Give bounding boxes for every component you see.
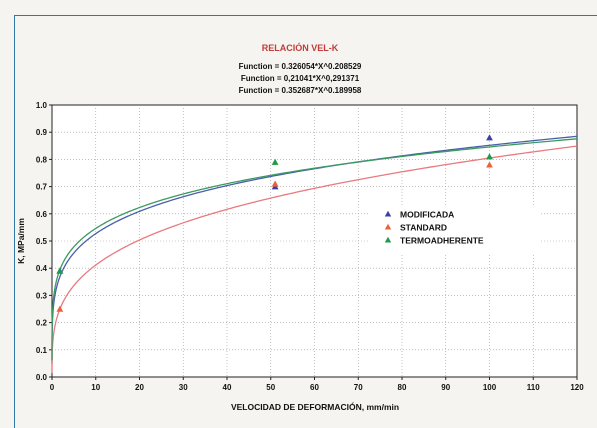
data-point-termoadherente [486, 153, 493, 160]
data-point-standard [271, 180, 279, 187]
data-point-modificada [486, 134, 493, 141]
function-label-2: Function = 0,21041*X^0,291371 [241, 74, 360, 83]
legend-entries: MODIFICADA STANDARD TERMOADHERENTE [384, 210, 484, 246]
legend-marker-termoadherente [384, 236, 392, 243]
x-tick-label: 120 [570, 383, 584, 392]
y-axis-label: K, MPa/mm [16, 218, 26, 264]
data-points-layer [56, 134, 493, 312]
x-tick-label: 60 [310, 383, 319, 392]
y-tick-label: 0.2 [36, 319, 48, 328]
legend-marker-modificada [384, 210, 392, 217]
y-tick-label: 0.6 [36, 210, 48, 219]
x-tick-label: 0 [50, 383, 55, 392]
data-point-termoadherente [56, 267, 64, 274]
x-tick-label: 40 [223, 383, 232, 392]
data-point-standard [486, 161, 493, 168]
fit-line-standard [51, 145, 578, 374]
y-tick-label: 0.0 [36, 373, 48, 382]
y-tick-label: 0.4 [36, 264, 48, 273]
x-tick-label: 80 [398, 383, 407, 392]
frame-left-border [14, 15, 15, 428]
fit-line-modificada [51, 135, 578, 365]
y-tick-label: 0.7 [36, 183, 48, 192]
y-tick-label: 0.8 [36, 155, 48, 164]
x-tick-label: 50 [266, 383, 275, 392]
x-tick-label: 90 [441, 383, 450, 392]
legend: MODIFICADA STANDARD TERMOADHERENTE [370, 205, 540, 253]
legend-box [370, 205, 540, 253]
fit-lines-layer [51, 135, 578, 374]
frame-top-border [14, 15, 597, 16]
function-label-1: Function = 0.326054*X^0.208529 [239, 62, 362, 71]
legend-label-standard: STANDARD [400, 223, 447, 233]
data-point-standard [56, 305, 64, 312]
x-tick-label: 70 [354, 383, 363, 392]
chart-title: RELACIÓN VEL-K [262, 42, 339, 53]
legend-marker-standard [384, 223, 392, 230]
x-tick-label: 110 [527, 383, 540, 392]
legend-label-modificada: MODIFICADA [400, 210, 454, 220]
x-axis-label: VELOCIDAD DE DEFORMACIÓN, mm/min [231, 401, 399, 412]
y-tick-label: 0.1 [36, 346, 48, 355]
function-label-3: Function = 0.352687*X^0.189958 [239, 86, 362, 95]
data-point-termoadherente [271, 158, 279, 165]
fit-line-termoadherente [51, 138, 578, 361]
legend-label-termoadherente: TERMOADHERENTE [400, 236, 484, 246]
x-tick-label: 10 [91, 383, 100, 392]
tick-label-layer: 0 10 20 30 40 50 60 70 80 90 100 110 120 0.0 0.1 0.2 0.3… [36, 101, 584, 392]
x-tick-label: 20 [135, 383, 144, 392]
y-tick-label: 0.9 [36, 128, 48, 137]
x-tick-label: 100 [483, 383, 497, 392]
x-tick-label: 30 [179, 383, 188, 392]
y-tick-label: 0.3 [36, 291, 48, 300]
y-tick-label: 1.0 [36, 101, 48, 110]
y-tick-label: 0.5 [36, 237, 48, 246]
